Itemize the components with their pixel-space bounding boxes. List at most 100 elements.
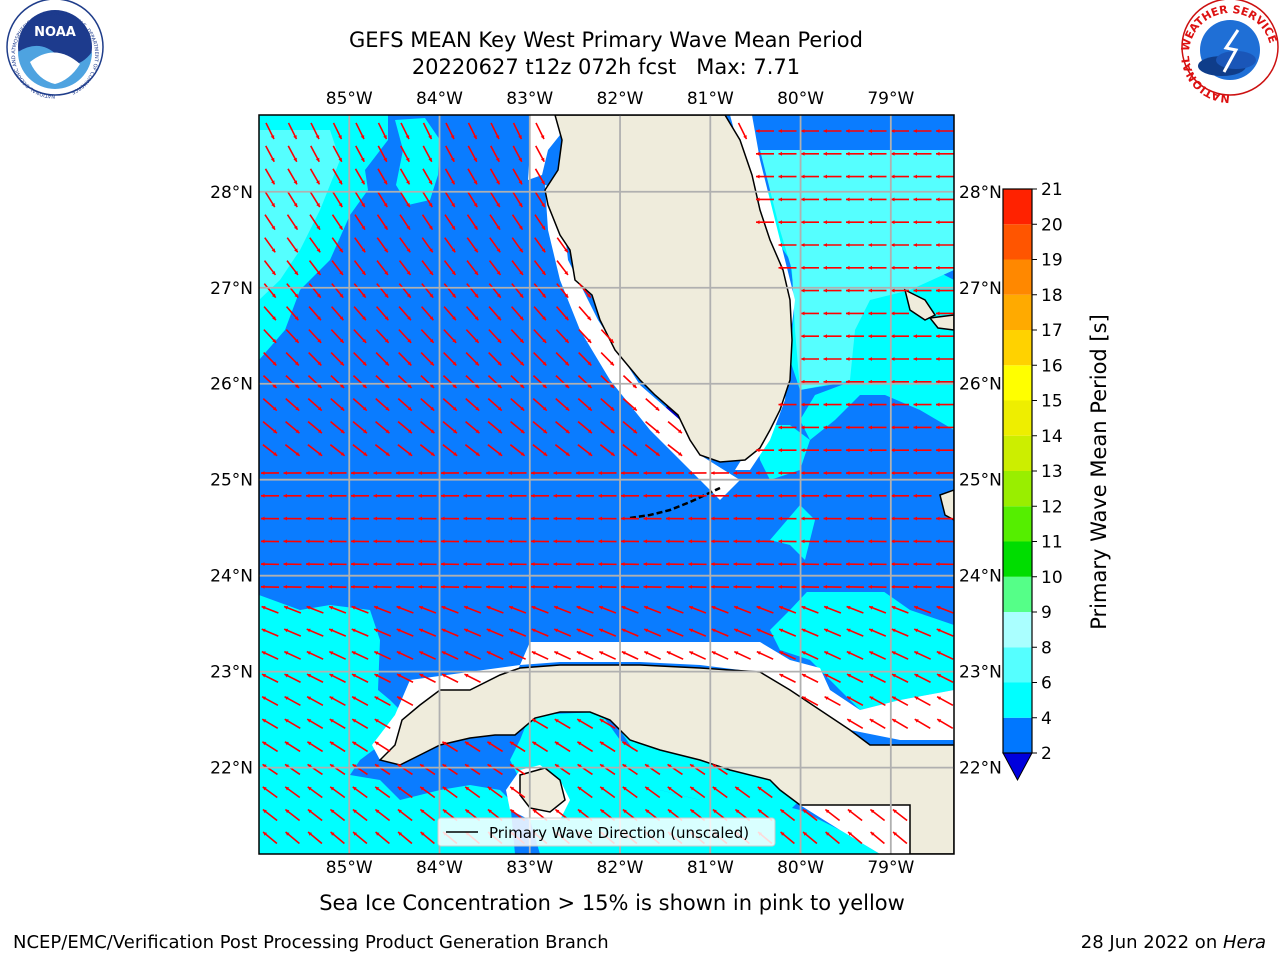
wave-direction-arrow: [489, 191, 501, 208]
wave-direction-arrow: [531, 718, 549, 730]
wave-direction-arrow: [890, 562, 910, 567]
colorbar-tick-label: 16: [1041, 356, 1063, 376]
wave-direction-arrow: [935, 539, 954, 544]
wave-direction-arrow: [823, 471, 842, 475]
wave-direction-arrow: [644, 763, 661, 776]
wave-direction-arrow: [801, 197, 819, 202]
colorbar-tick-label: 9: [1041, 603, 1052, 623]
wave-direction-arrow: [352, 421, 368, 434]
colorbar-segment: [1003, 400, 1032, 436]
wave-direction-arrow: [575, 493, 595, 498]
wave-direction-arrow: [420, 831, 435, 845]
wave-direction-arrow: [440, 516, 460, 521]
wave-direction-arrow: [778, 584, 797, 589]
wave-direction-arrow: [556, 260, 569, 276]
wave-direction-arrow: [599, 718, 616, 730]
wave-direction-arrow: [332, 191, 343, 208]
wave-direction-arrow: [351, 695, 369, 707]
wave-direction-arrow: [261, 673, 279, 683]
sea-ice-caption: Sea Ice Concentration > 15% is shown in …: [319, 891, 905, 915]
wave-direction-arrow: [421, 214, 434, 231]
wave-direction-arrow: [846, 334, 864, 339]
wave-direction-arrow: [283, 628, 302, 637]
lat-tick-label-left: 23°N: [210, 663, 253, 683]
wave-direction-arrow: [487, 421, 503, 434]
wave-direction-arrow: [778, 129, 797, 133]
wave-direction-arrow: [801, 628, 819, 637]
wave-direction-arrow: [530, 584, 550, 589]
wave-direction-arrow: [508, 605, 527, 614]
wave-direction-arrow: [778, 402, 797, 407]
wave-direction-arrow: [283, 493, 302, 498]
wave-direction-arrow: [508, 562, 527, 567]
lon-tick-label-top: 82°W: [597, 89, 644, 109]
lon-tick-label-bottom: 82°W: [597, 858, 644, 878]
wave-direction-arrow: [512, 191, 523, 208]
wave-direction-arrow: [823, 493, 842, 498]
wave-direction-arrow: [868, 493, 887, 498]
wave-direction-arrow: [620, 584, 640, 589]
wave-direction-arrow: [556, 237, 569, 253]
wave-direction-arrow: [938, 855, 951, 867]
wave-direction-arrow: [577, 786, 593, 799]
wave-direction-arrow: [374, 808, 391, 822]
wave-direction-arrow: [755, 493, 775, 498]
wave-direction-arrow: [444, 237, 456, 253]
colorbar: 2 4 6 8 9 10 11 12 13 14 15 16 17 18 19 20 21: [1002, 180, 1063, 782]
wave-direction-arrow: [264, 237, 276, 253]
wave-direction-arrow: [644, 444, 661, 457]
wave-direction-arrow: [466, 214, 479, 231]
wave-direction-arrow: [264, 214, 276, 231]
wave-direction-arrow: [848, 855, 861, 867]
wave-direction-arrow: [265, 145, 275, 163]
wave-direction-arrow: [891, 220, 909, 225]
wave-direction-arrow: [485, 562, 505, 567]
wave-direction-arrow: [575, 539, 595, 544]
wave-direction-arrow: [801, 673, 819, 683]
wave-direction-arrow: [464, 741, 481, 753]
wave-direction-arrow: [512, 168, 523, 185]
wave-direction-arrow: [511, 283, 524, 299]
colorbar-tick-label: 12: [1041, 497, 1063, 517]
wave-direction-arrow: [622, 786, 638, 799]
wave-direction-arrow: [801, 334, 819, 339]
colorbar-segment: [1003, 224, 1032, 260]
wave-direction-arrow: [283, 562, 302, 567]
wave-direction-arrow: [600, 398, 615, 412]
wave-direction-arrow: [374, 741, 391, 753]
lon-tick-label-bottom: 79°W: [867, 858, 914, 878]
wave-direction-arrow: [442, 421, 458, 434]
colorbar-segment: [1003, 717, 1032, 753]
wave-direction-arrow: [868, 174, 887, 179]
wave-direction-arrow: [508, 471, 527, 475]
wave-direction-arrow: [823, 628, 842, 637]
wave-direction-arrow: [305, 493, 325, 498]
wave-direction-arrow: [890, 539, 910, 544]
lat-tick-label-right: 28°N: [959, 183, 1002, 203]
wave-direction-arrow: [307, 375, 323, 389]
wave-direction-arrow: [801, 448, 819, 453]
colorbar-label: Primary Wave Mean Period [s]: [1087, 314, 1111, 630]
wave-direction-arrow: [260, 562, 280, 567]
wave-direction-arrow: [441, 673, 459, 683]
wave-direction-arrow: [778, 151, 797, 156]
wave-direction-arrow: [398, 306, 412, 321]
wave-direction-arrow: [419, 673, 436, 683]
wave-direction-arrow: [328, 605, 347, 614]
wave-direction-arrow: [329, 718, 346, 730]
wave-direction-arrow: [284, 444, 301, 457]
wave-direction-arrow: [800, 471, 820, 475]
wave-direction-arrow: [576, 605, 594, 614]
wave-direction-arrow: [283, 605, 302, 614]
wave-direction-arrow: [489, 237, 501, 253]
wave-direction-arrow: [868, 562, 887, 567]
wave-direction-arrow: [935, 562, 954, 567]
wave-direction-arrow: [598, 493, 617, 498]
wave-direction-arrow: [913, 265, 932, 270]
wave-direction-arrow: [440, 539, 460, 544]
wave-direction-arrow: [510, 352, 525, 366]
wave-direction-arrow: [801, 243, 819, 247]
wave-direction-arrow: [395, 562, 415, 567]
wave-direction-arrow: [688, 539, 707, 544]
wave-direction-arrow: [284, 741, 301, 753]
